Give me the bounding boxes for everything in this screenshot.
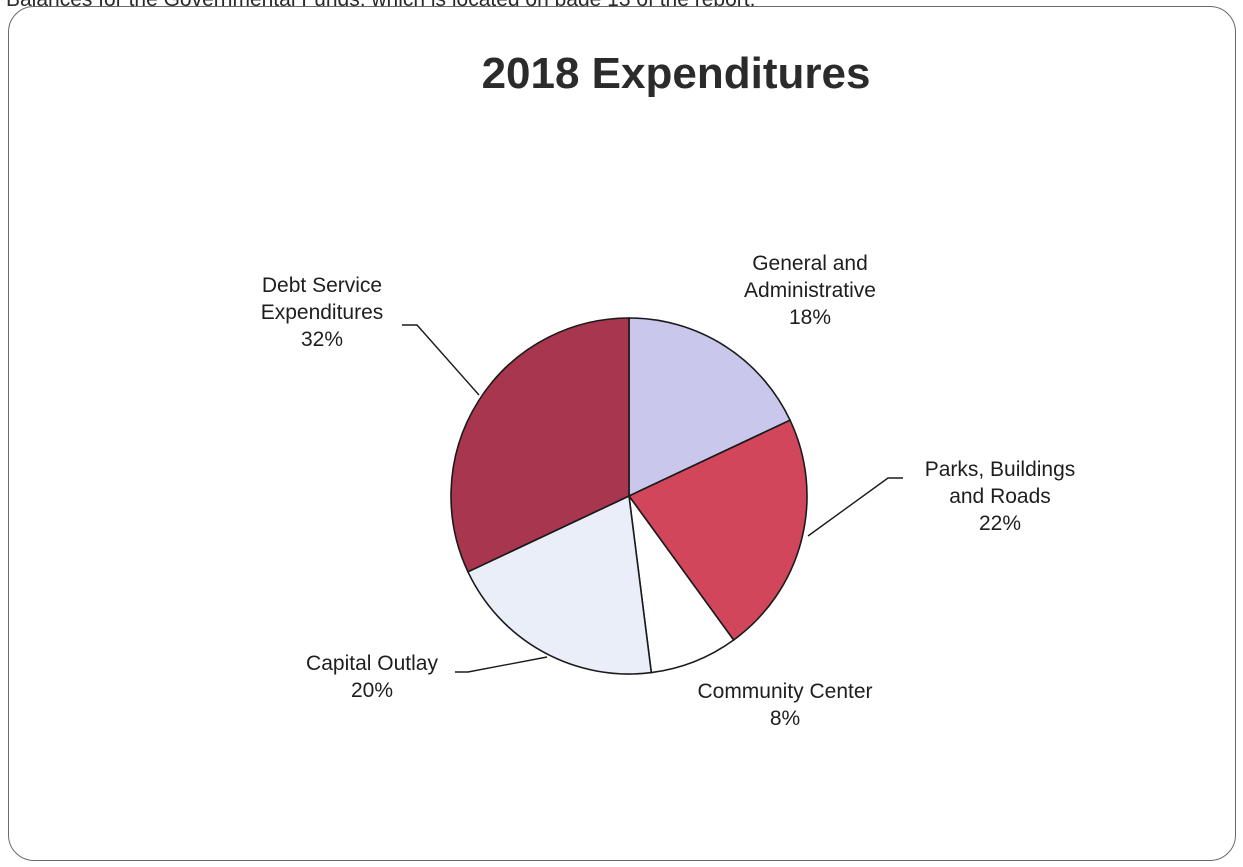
pie-slices	[450, 317, 808, 675]
slice-labels: General and Administrative 18% Parks, Build…	[261, 252, 1076, 730]
slice-category-label: Debt Service	[262, 274, 382, 297]
leader-lines	[402, 324, 903, 673]
slice-percent-label: 32%	[301, 328, 343, 351]
pie-slice	[628, 317, 792, 498]
slice-category-label: and Roads	[949, 485, 1051, 508]
chart-title: 2018 Expenditures	[482, 49, 871, 98]
leader-line	[807, 477, 903, 537]
slice-category-label: General and	[752, 252, 868, 275]
pie-slice	[627, 419, 808, 642]
slice-percent-label: 18%	[789, 306, 831, 329]
slice-percent-label: 22%	[979, 512, 1021, 535]
page-header-text: Balances for the Governmental Funds, whi…	[6, 0, 755, 12]
slice-percent-label: 8%	[770, 707, 800, 730]
slice-category-label: Administrative	[744, 279, 876, 302]
slice-percent-label: 20%	[351, 679, 393, 702]
leader-line	[455, 656, 548, 673]
slice-category-label: Community Center	[697, 680, 872, 703]
slice-category-label: Expenditures	[261, 301, 384, 324]
pie-slice	[466, 494, 653, 675]
leader-line	[402, 324, 480, 396]
pie-slice	[450, 317, 630, 573]
pie-slice	[628, 495, 735, 674]
slice-category-label: Parks, Buildings	[925, 458, 1076, 481]
slice-category-label: Capital Outlay	[306, 652, 438, 675]
